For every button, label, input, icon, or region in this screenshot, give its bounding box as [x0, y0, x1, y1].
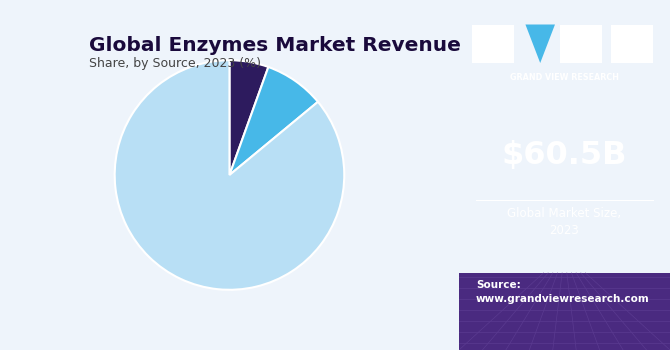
Text: GRAND VIEW RESEARCH: GRAND VIEW RESEARCH — [510, 74, 619, 83]
Text: Source:
www.grandviewresearch.com: Source: www.grandviewresearch.com — [476, 280, 650, 304]
Text: Global Enzymes Market Revenue: Global Enzymes Market Revenue — [90, 36, 462, 55]
Wedge shape — [229, 60, 269, 175]
Text: $60.5B: $60.5B — [502, 140, 627, 171]
FancyBboxPatch shape — [459, 273, 670, 350]
Wedge shape — [115, 60, 344, 290]
Text: Global Market Size,
2023: Global Market Size, 2023 — [507, 206, 622, 238]
Wedge shape — [229, 67, 318, 175]
FancyBboxPatch shape — [560, 25, 602, 63]
FancyBboxPatch shape — [611, 25, 653, 63]
Polygon shape — [525, 25, 555, 63]
FancyBboxPatch shape — [472, 25, 514, 63]
Text: Share, by Source, 2023 (%): Share, by Source, 2023 (%) — [90, 57, 261, 70]
